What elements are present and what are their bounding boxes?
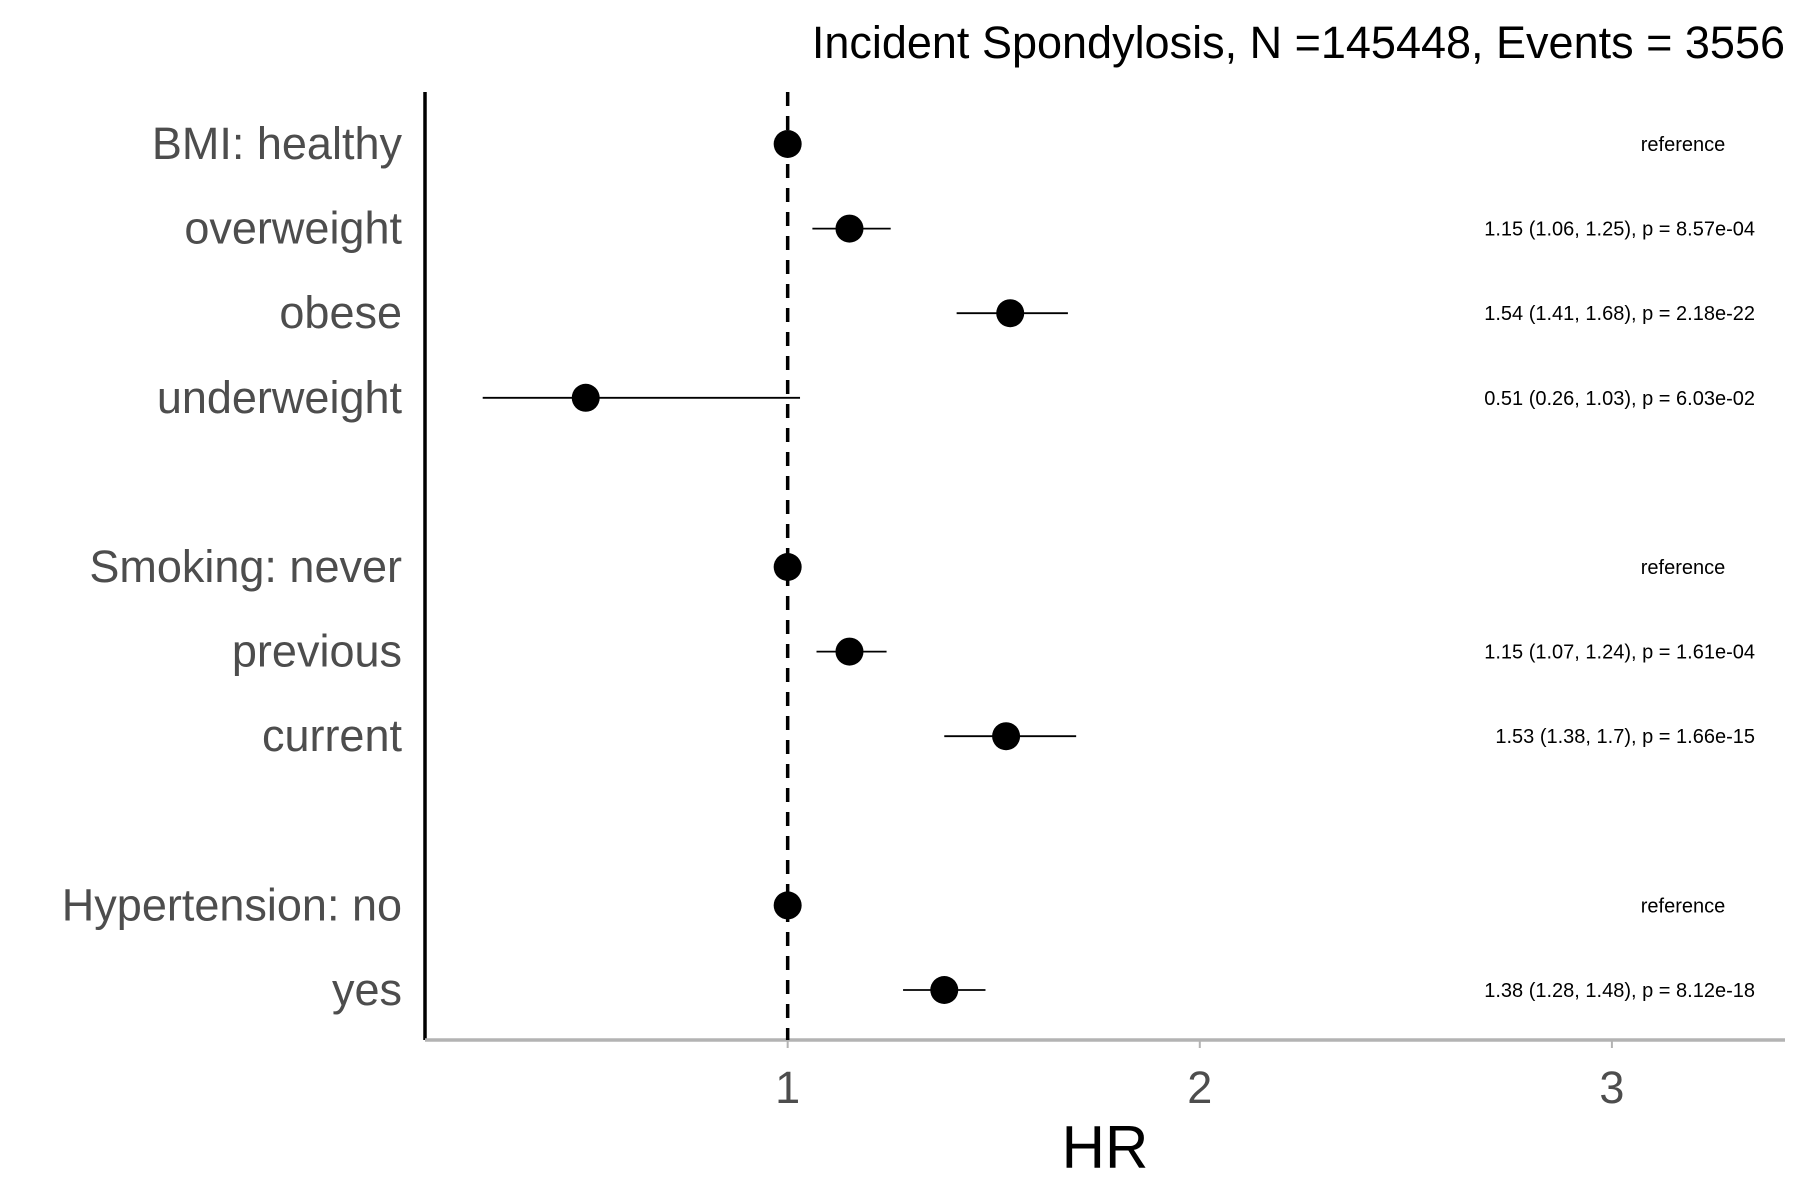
row-annotation: 0.51 (0.26, 1.03), p = 6.03e-02: [1484, 388, 1755, 410]
row-label: underweight: [157, 372, 403, 423]
forest-row: Smoking: never reference: [89, 541, 1725, 592]
row-annotation: 1.15 (1.07, 1.24), p = 1.61e-04: [1484, 642, 1755, 664]
hr-point: [571, 383, 600, 412]
row-annotation: 1.54 (1.41, 1.68), p = 2.18e-22: [1484, 303, 1755, 325]
row-annotation: 1.38 (1.28, 1.48), p = 8.12e-18: [1484, 980, 1755, 1002]
row-label: obese: [279, 287, 402, 338]
forest-row: underweight 0.51 (0.26, 1.03), p = 6.03e-…: [157, 372, 1755, 423]
x-tick-label: 1: [775, 1062, 800, 1113]
chart-title: Incident Spondylosis, N =145448, Events …: [812, 17, 1785, 68]
row-label: current: [262, 710, 403, 761]
x-axis-title: HR: [1062, 1114, 1149, 1181]
hr-point: [835, 637, 864, 666]
forest-row: overweight 1.15 (1.06, 1.25), p = 8.57e-0…: [184, 203, 1755, 254]
forest-row: Hypertension: no reference: [62, 879, 1725, 930]
hr-point: [773, 553, 802, 581]
forest-row: BMI: healthy reference: [152, 118, 1725, 169]
row-label: previous: [232, 626, 402, 677]
row-annotation: reference: [1641, 557, 1726, 579]
row-annotation: 1.53 (1.38, 1.7), p = 1.66e-15: [1495, 726, 1755, 748]
hr-point: [930, 976, 959, 1004]
x-tick-label: 3: [1599, 1062, 1624, 1113]
row-label: Hypertension: no: [62, 879, 402, 930]
row-label: overweight: [184, 203, 402, 254]
x-tick-label: 2: [1187, 1062, 1212, 1113]
row-label: BMI: healthy: [152, 118, 403, 169]
row-label: yes: [332, 964, 402, 1015]
hr-point: [773, 891, 802, 920]
row-label: Smoking: never: [89, 541, 402, 592]
forest-row: current 1.53 (1.38, 1.7), p = 1.66e-15: [262, 710, 1755, 761]
x-axis: 1 2 3: [425, 1038, 1785, 1113]
forest-row: yes 1.38 (1.28, 1.48), p = 8.12e-18: [332, 964, 1755, 1015]
row-annotation: 1.15 (1.06, 1.25), p = 8.57e-04: [1484, 219, 1755, 241]
row-annotation: reference: [1641, 895, 1726, 917]
hr-point: [773, 130, 802, 158]
rows-group: BMI: healthy reference overweight 1.15 (1.0…: [62, 118, 1755, 1015]
forest-row: previous 1.15 (1.07, 1.24), p = 1.61e-04: [232, 626, 1755, 677]
hr-point: [835, 214, 864, 243]
hr-point: [992, 722, 1021, 751]
forest-row: obese 1.54 (1.41, 1.68), p = 2.18e-22: [279, 287, 1755, 338]
hr-point: [996, 299, 1025, 328]
row-annotation: reference: [1641, 134, 1726, 156]
